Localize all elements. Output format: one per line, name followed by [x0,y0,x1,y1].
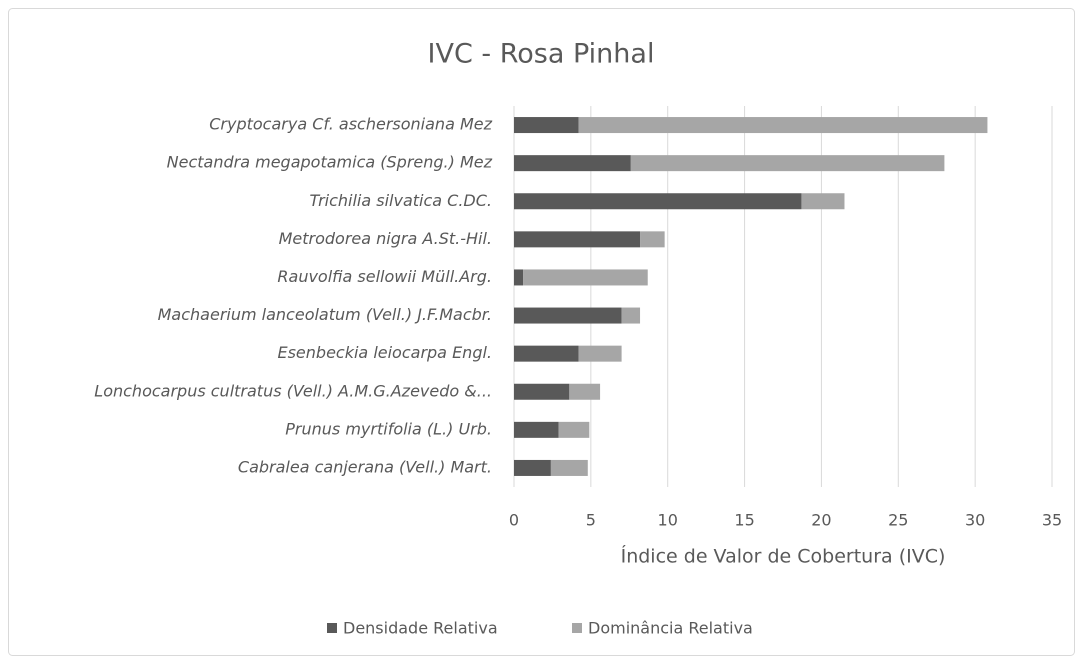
legend-swatch [572,623,582,633]
x-axis-title: Índice de Valor de Cobertura (IVC) [621,545,946,568]
bar-segment [569,383,601,400]
bar-segment [558,421,590,438]
bar-segment [621,307,641,324]
legend-label: Dominância Relativa [588,619,753,638]
y-tick-label: Prunus myrtifolia (L.) Urb. [285,419,492,438]
y-tick-label: Metrodorea nigra A.St.-Hil. [279,229,492,248]
bar-segment [640,231,665,248]
x-tick-label: 30 [965,511,985,530]
x-tick-label: 0 [509,511,519,530]
x-tick-label: 10 [658,511,678,530]
y-tick-label: Lonchocarpus cultratus (Vell.) A.M.G.Aze… [94,381,492,400]
x-tick-label: 5 [586,511,596,530]
bar-segment [514,155,631,172]
bar-segment [514,307,622,324]
y-tick-label: Nectandra megapotamica (Spreng.) Mez [167,153,493,172]
chart-title: IVC - Rosa Pinhal [428,39,655,70]
bar-segment [514,269,524,286]
bar-segment [523,269,648,286]
bar-segment [514,117,579,134]
bar-segment [514,345,579,362]
bar-segment [801,193,845,210]
x-tick-label: 20 [811,511,831,530]
legend-swatch [327,623,337,633]
bar-segment [578,117,988,134]
y-tick-label: Cryptocarya Cf. aschersoniana Mez [209,115,492,134]
y-tick-label: Trichilia silvatica C.DC. [310,191,492,210]
bar-segment [514,459,551,476]
x-tick-label: 35 [1042,511,1062,530]
y-tick-label: Cabralea canjerana (Vell.) Mart. [238,457,492,476]
bar-segment [630,155,945,172]
y-tick-label: Rauvolfia sellowii Müll.Arg. [277,267,492,286]
bar-segment [514,193,802,210]
legend-label: Densidade Relativa [343,619,498,638]
bar-segment [514,383,570,400]
y-tick-label: Esenbeckia leiocarpa Engl. [277,343,492,362]
y-tick-label: Machaerium lanceolatum (Vell.) J.F.Macbr… [158,305,492,324]
bar-segment [550,459,588,476]
x-tick-label: 15 [734,511,754,530]
x-tick-label: 25 [888,511,908,530]
bar-segment [514,421,559,438]
bar-segment [578,345,622,362]
bar-segment [514,231,641,248]
